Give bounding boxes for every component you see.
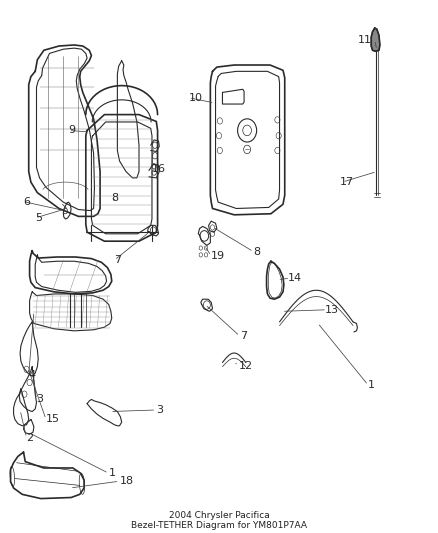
- Text: 4: 4: [29, 369, 36, 379]
- Text: 8: 8: [111, 193, 118, 203]
- Text: 15: 15: [46, 415, 60, 424]
- Text: 10: 10: [189, 93, 203, 103]
- Text: 2: 2: [27, 433, 34, 443]
- Text: 3: 3: [36, 394, 43, 405]
- Text: 19: 19: [211, 251, 225, 261]
- Polygon shape: [371, 28, 380, 51]
- Text: 3: 3: [156, 405, 163, 415]
- Text: 14: 14: [288, 273, 302, 283]
- Text: 2004 Chrysler Pacifica
Bezel-TETHER Diagram for YM801P7AA: 2004 Chrysler Pacifica Bezel-TETHER Diag…: [131, 511, 307, 530]
- Text: 8: 8: [254, 247, 261, 257]
- Text: 12: 12: [238, 361, 253, 370]
- Text: 7: 7: [240, 331, 247, 341]
- Text: 7: 7: [114, 255, 121, 265]
- Text: 6: 6: [24, 197, 31, 207]
- Text: 16: 16: [152, 164, 166, 174]
- Text: 18: 18: [120, 476, 134, 486]
- Text: 1: 1: [368, 380, 375, 390]
- Text: 5: 5: [35, 213, 42, 223]
- Text: 1: 1: [109, 469, 116, 478]
- Text: 13: 13: [325, 305, 339, 315]
- Text: 17: 17: [340, 177, 354, 187]
- Text: 9: 9: [68, 125, 76, 135]
- Text: 11: 11: [357, 35, 371, 45]
